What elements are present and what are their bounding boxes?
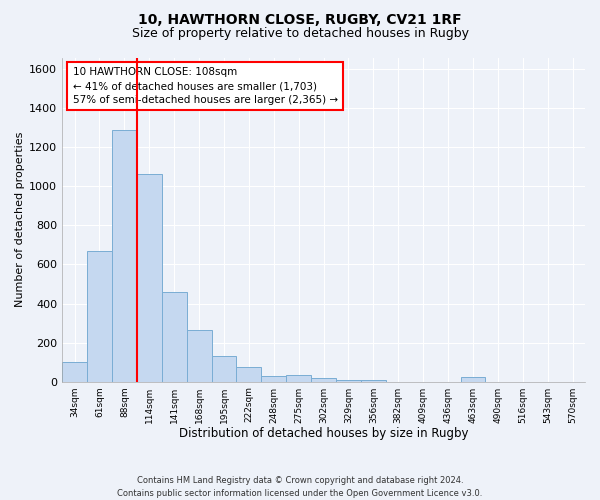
X-axis label: Distribution of detached houses by size in Rugby: Distribution of detached houses by size … bbox=[179, 427, 469, 440]
Text: 10, HAWTHORN CLOSE, RUGBY, CV21 1RF: 10, HAWTHORN CLOSE, RUGBY, CV21 1RF bbox=[138, 12, 462, 26]
Bar bbox=[87, 251, 112, 382]
Bar bbox=[336, 380, 361, 382]
Bar bbox=[361, 380, 386, 382]
Bar bbox=[62, 362, 87, 382]
Bar bbox=[162, 292, 187, 382]
Bar bbox=[212, 356, 236, 382]
Text: Size of property relative to detached houses in Rugby: Size of property relative to detached ho… bbox=[131, 28, 469, 40]
Bar bbox=[286, 375, 311, 382]
Bar bbox=[187, 330, 212, 382]
Bar bbox=[311, 378, 336, 382]
Y-axis label: Number of detached properties: Number of detached properties bbox=[15, 132, 25, 307]
Bar bbox=[137, 174, 162, 382]
Bar bbox=[236, 367, 262, 382]
Bar bbox=[112, 130, 137, 382]
Text: Contains HM Land Registry data © Crown copyright and database right 2024.
Contai: Contains HM Land Registry data © Crown c… bbox=[118, 476, 482, 498]
Text: 10 HAWTHORN CLOSE: 108sqm
← 41% of detached houses are smaller (1,703)
57% of se: 10 HAWTHORN CLOSE: 108sqm ← 41% of detac… bbox=[73, 67, 338, 105]
Bar bbox=[461, 376, 485, 382]
Bar bbox=[262, 376, 286, 382]
